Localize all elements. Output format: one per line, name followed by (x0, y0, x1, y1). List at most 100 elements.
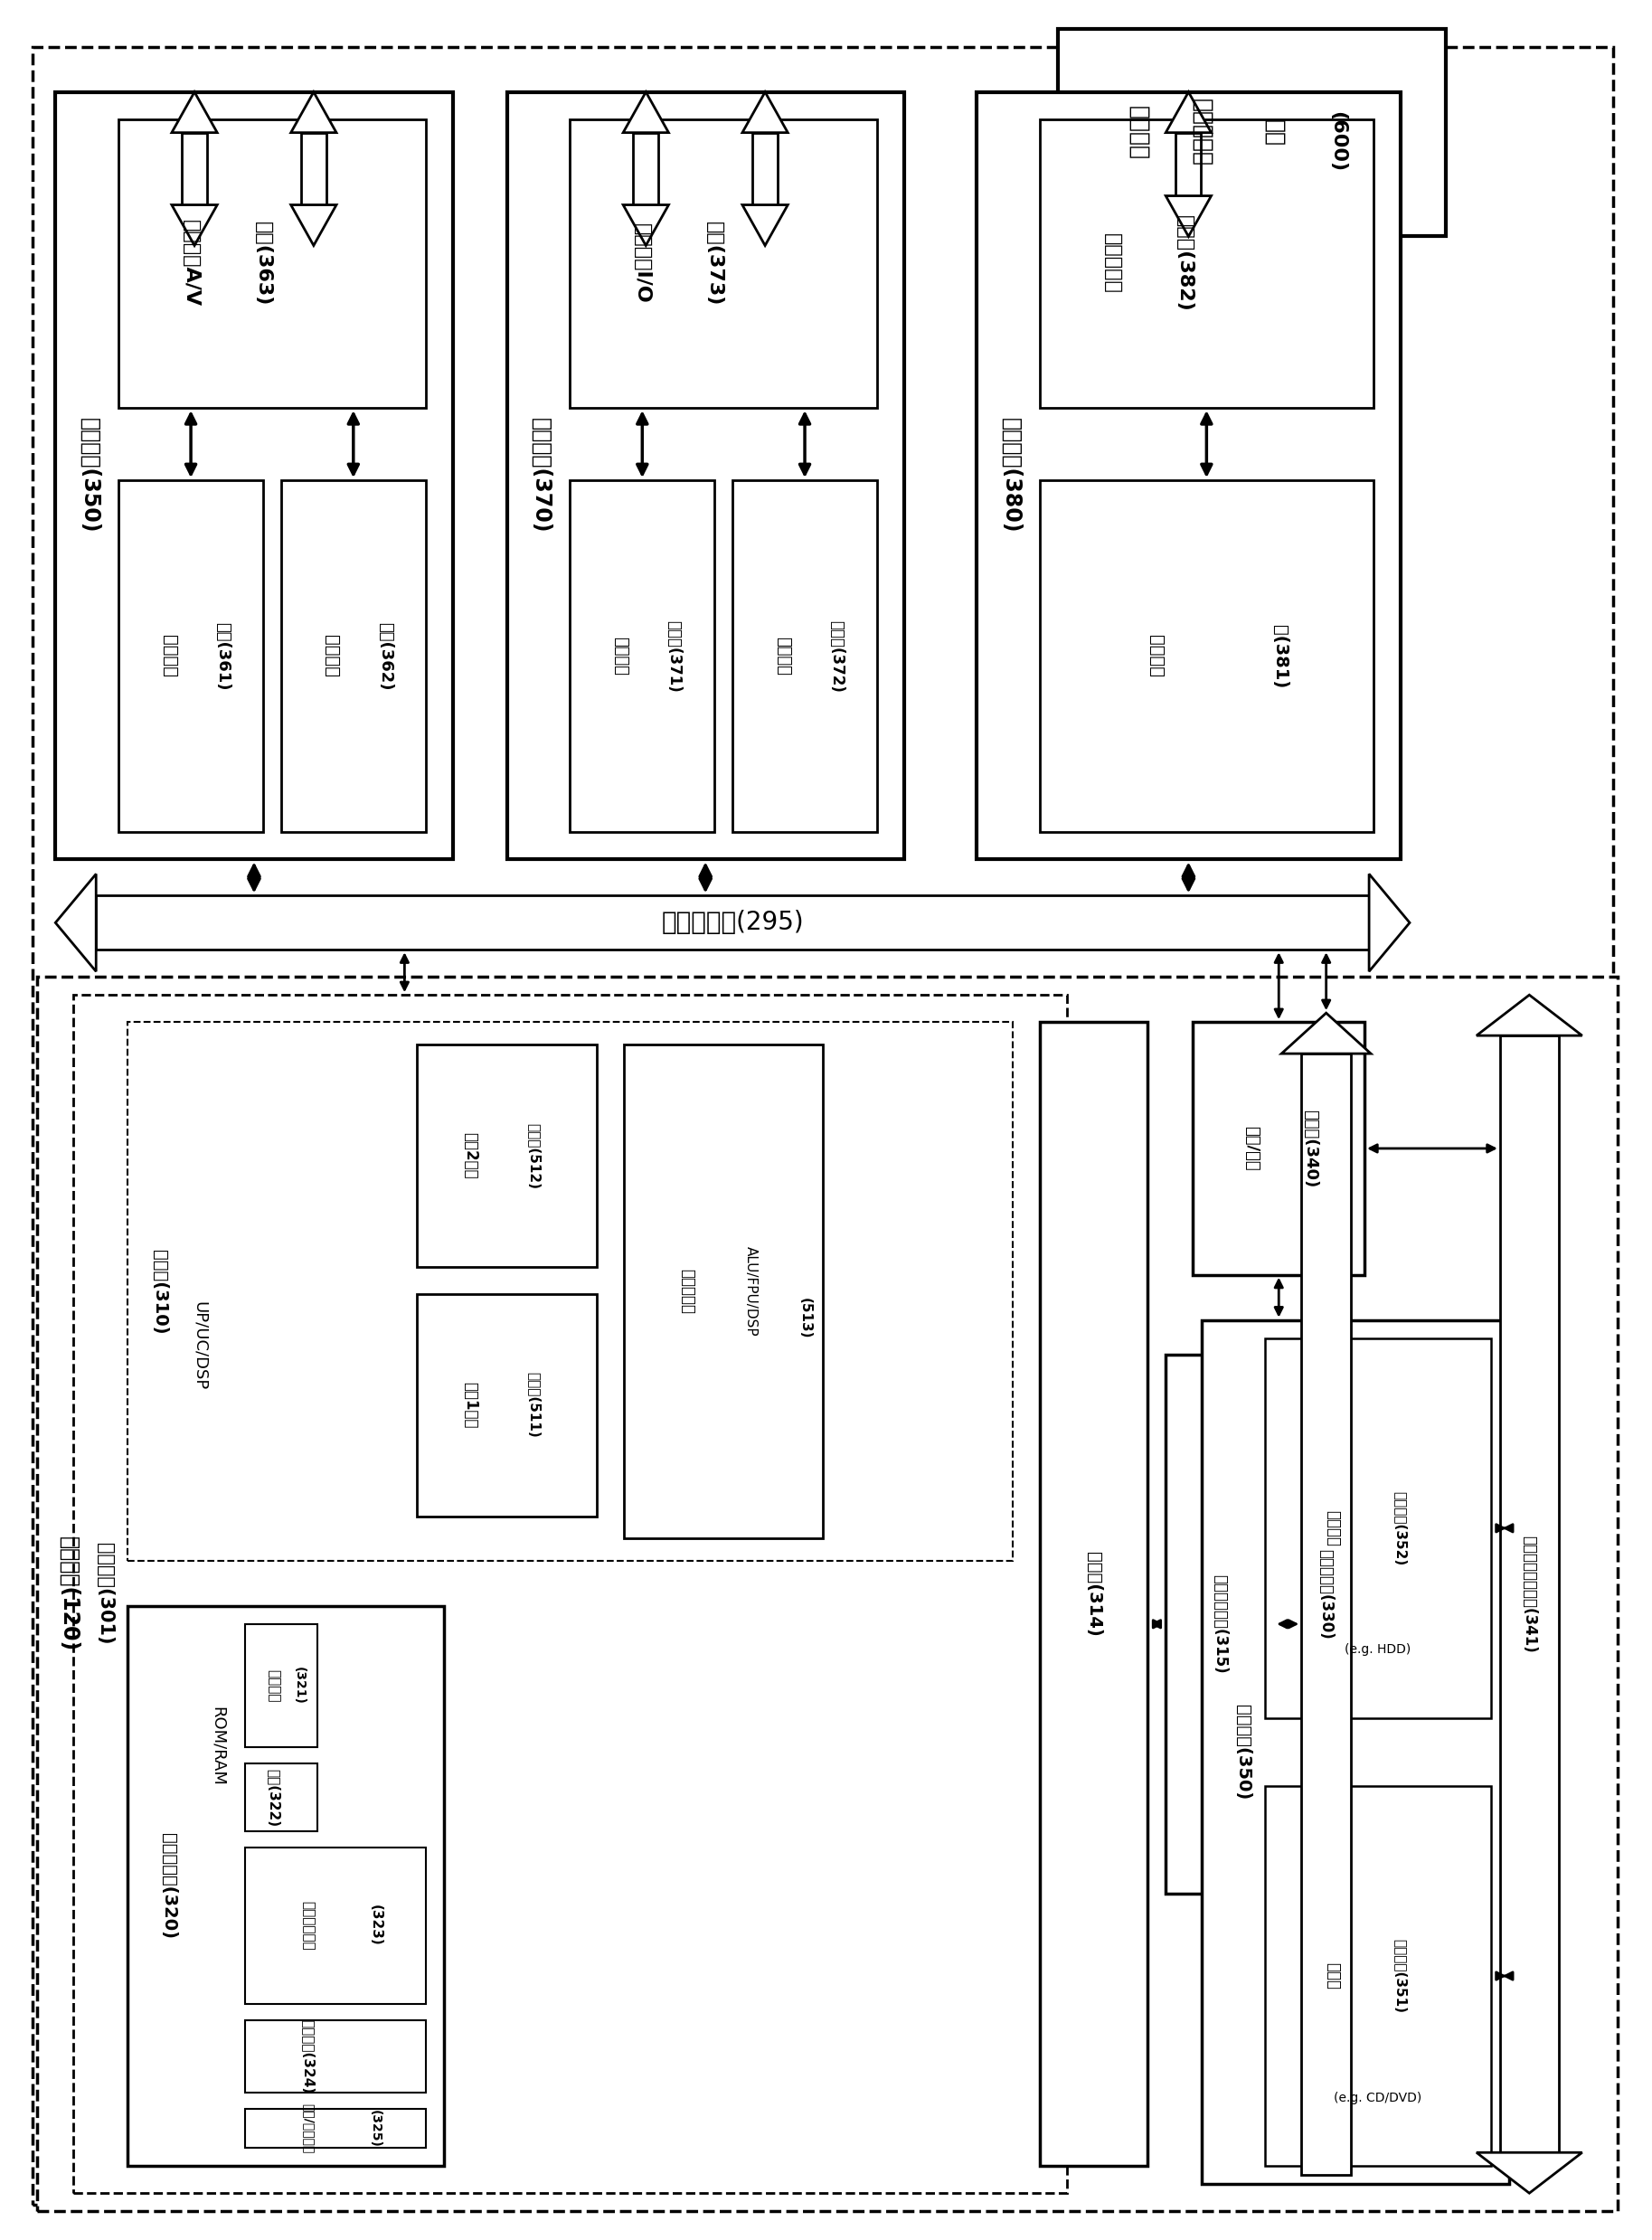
Bar (127, 1606, 444, 2166)
Bar (1265, 1785, 1492, 2166)
Text: 总线/接口: 总线/接口 (1244, 1127, 1260, 1172)
Text: 基本结构(301): 基本结构(301) (96, 1543, 114, 1644)
Text: 不可移动: 不可移动 (1325, 1510, 1341, 1546)
Bar (96, 896, 1370, 950)
Bar (416, 1044, 596, 1268)
Text: 信端口(382): 信端口(382) (1175, 215, 1193, 311)
Bar (127, 1021, 1013, 1561)
Bar (1302, 1053, 1351, 2175)
Bar (732, 479, 877, 833)
Bar (570, 479, 715, 833)
Text: 并行接口: 并行接口 (775, 636, 791, 676)
Text: 操作系统: 操作系统 (268, 1669, 281, 1702)
Text: 图像修正算法: 图像修正算法 (301, 1902, 316, 1951)
Polygon shape (1477, 995, 1583, 1035)
Polygon shape (291, 204, 337, 246)
Text: ALU/FPU/DSP: ALU/FPU/DSP (743, 1248, 757, 1337)
Text: 控制器(340): 控制器(340) (1302, 1109, 1318, 1187)
Bar (507, 92, 904, 860)
Text: 存储器控制器(315): 存储器控制器(315) (1213, 1575, 1227, 1673)
Polygon shape (1477, 2153, 1583, 2193)
Bar (1039, 479, 1373, 833)
Text: （多个）I/O: （多个）I/O (633, 224, 651, 305)
Text: 通信设备(380): 通信设备(380) (999, 419, 1021, 533)
Bar (281, 479, 426, 833)
Text: （多个）通: （多个）通 (1102, 233, 1120, 293)
Bar (244, 1624, 317, 1747)
Text: （多个）: （多个） (1128, 105, 1150, 159)
Text: 处理器内核: 处理器内核 (679, 1270, 695, 1315)
Text: 其他计算机: 其他计算机 (1191, 99, 1213, 166)
Text: (513): (513) (798, 1299, 811, 1340)
Bar (976, 92, 1401, 860)
Text: 单元(362): 单元(362) (377, 623, 393, 690)
Text: 存储设备(352): 存储设备(352) (1394, 1492, 1408, 1566)
Text: UP/UC/DSP: UP/UC/DSP (192, 1301, 208, 1391)
Polygon shape (1166, 92, 1211, 132)
Text: 存储器总线(330): 存储器总线(330) (1318, 1548, 1335, 1640)
Polygon shape (742, 92, 788, 132)
Bar (633, 132, 659, 204)
Text: 端口(373): 端口(373) (705, 222, 724, 307)
Bar (1039, 119, 1373, 408)
Bar (244, 1848, 426, 2005)
Text: (600): (600) (1328, 112, 1346, 172)
Text: 网络控制: 网络控制 (1148, 636, 1165, 676)
Bar (56, 92, 453, 860)
Bar (1057, 29, 1446, 237)
Polygon shape (623, 204, 669, 246)
Polygon shape (172, 92, 216, 132)
Text: (323): (323) (368, 1904, 382, 1947)
Text: 控制器(372): 控制器(372) (828, 620, 844, 692)
Polygon shape (623, 92, 669, 132)
Bar (624, 1044, 823, 1539)
Text: 输出设备(350): 输出设备(350) (79, 419, 101, 533)
Text: 存储器(314): 存储器(314) (1085, 1552, 1102, 1637)
Text: 总线接口群(295): 总线接口群(295) (661, 909, 805, 936)
Bar (73, 995, 1067, 2193)
Bar (38, 977, 1617, 2211)
Bar (182, 132, 206, 204)
Text: 处理器(310): 处理器(310) (150, 1250, 169, 1333)
Text: 音频处理: 音频处理 (324, 636, 340, 676)
Text: 串行接口: 串行接口 (613, 636, 629, 676)
Text: 图形处理: 图形处理 (160, 636, 178, 676)
Text: (e.g. CD/DVD): (e.g. CD/DVD) (1335, 2092, 1422, 2103)
Text: 存储设备(350): 存储设备(350) (1234, 1705, 1251, 1799)
Bar (301, 132, 327, 204)
Text: 可移动: 可移动 (1325, 1962, 1341, 1989)
Text: （多个）A/V: （多个）A/V (182, 220, 200, 307)
Bar (1176, 132, 1201, 195)
Polygon shape (172, 204, 216, 246)
Text: 器(381): 器(381) (1272, 625, 1289, 688)
Text: 系统存储器(320): 系统存储器(320) (160, 1832, 177, 1940)
Text: (321): (321) (292, 1667, 306, 1705)
Bar (1166, 1355, 1274, 1893)
Polygon shape (1282, 1012, 1371, 1053)
Text: 存储设备接口总线(341): 存储设备接口总线(341) (1521, 1534, 1538, 1653)
Bar (244, 2110, 426, 2148)
Text: 级列1高速: 级列1高速 (463, 1382, 479, 1429)
Text: 参数/规则数据: 参数/规则数据 (302, 2103, 314, 2153)
Bar (752, 132, 778, 204)
Text: (e.g. HDD): (e.g. HDD) (1345, 1644, 1411, 1655)
Text: 应用(322): 应用(322) (268, 1767, 281, 1826)
Bar (1203, 1319, 1508, 2184)
Polygon shape (56, 874, 96, 972)
Polygon shape (742, 204, 788, 246)
Text: 单元(361): 单元(361) (215, 623, 231, 690)
Polygon shape (1166, 195, 1211, 237)
Bar (416, 1295, 596, 1516)
Text: 控制器(371): 控制器(371) (666, 620, 682, 692)
Bar (119, 119, 426, 408)
Text: 缓存器(512): 缓存器(512) (527, 1122, 540, 1189)
Text: 程序数据(324): 程序数据(324) (301, 2020, 316, 2094)
Bar (1265, 1337, 1492, 1718)
Bar (1039, 1021, 1148, 2166)
Text: 设备: 设备 (1264, 119, 1285, 146)
Bar (1500, 1035, 1558, 2153)
Bar (119, 479, 263, 833)
Polygon shape (291, 92, 337, 132)
Polygon shape (1370, 874, 1409, 972)
Text: 端口(363): 端口(363) (254, 222, 273, 307)
